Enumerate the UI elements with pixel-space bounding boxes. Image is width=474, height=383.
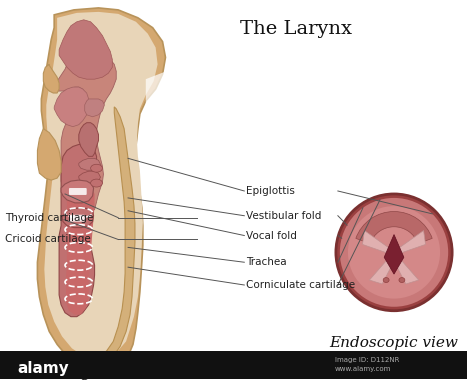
Polygon shape (363, 231, 391, 254)
Polygon shape (79, 158, 100, 170)
Bar (0, 351, 467, 379)
Polygon shape (54, 87, 89, 127)
Polygon shape (79, 171, 100, 183)
Polygon shape (45, 12, 158, 359)
Polygon shape (369, 255, 396, 284)
Polygon shape (43, 64, 59, 93)
Text: www.alamy.com: www.alamy.com (335, 366, 392, 372)
Polygon shape (99, 107, 135, 359)
Polygon shape (59, 144, 97, 317)
Polygon shape (61, 180, 93, 203)
Circle shape (348, 206, 440, 299)
Text: Midsagittal view: Midsagittal view (34, 366, 163, 380)
FancyBboxPatch shape (69, 215, 85, 222)
Ellipse shape (399, 278, 405, 283)
Polygon shape (59, 20, 112, 79)
Text: Trachea: Trachea (246, 257, 287, 267)
Polygon shape (54, 44, 116, 210)
Text: The Larynx: The Larynx (239, 20, 352, 38)
Text: Endoscopic view: Endoscopic view (329, 336, 458, 350)
Text: Corniculate cartilage: Corniculate cartilage (246, 280, 356, 290)
Polygon shape (85, 99, 104, 117)
Text: Epiglottis: Epiglottis (246, 186, 295, 196)
Polygon shape (66, 188, 95, 315)
Text: Image ID: D112NR: Image ID: D112NR (335, 357, 399, 363)
Polygon shape (37, 8, 165, 366)
Polygon shape (397, 231, 426, 254)
Polygon shape (146, 59, 237, 376)
Text: Vocal fold: Vocal fold (246, 231, 297, 241)
Circle shape (340, 198, 448, 307)
Polygon shape (392, 255, 419, 284)
Ellipse shape (91, 164, 102, 172)
Text: Cricoid cartilage: Cricoid cartilage (5, 234, 91, 244)
Circle shape (336, 194, 452, 311)
Polygon shape (79, 123, 99, 156)
Wedge shape (356, 211, 432, 244)
Polygon shape (37, 129, 61, 180)
Ellipse shape (383, 278, 389, 283)
Ellipse shape (91, 179, 102, 187)
Polygon shape (384, 234, 404, 274)
Text: alamy: alamy (18, 361, 70, 376)
Text: Thyroid cartilage: Thyroid cartilage (5, 213, 93, 223)
FancyBboxPatch shape (69, 188, 87, 195)
Text: Vestibular fold: Vestibular fold (246, 211, 322, 221)
Polygon shape (62, 208, 93, 228)
